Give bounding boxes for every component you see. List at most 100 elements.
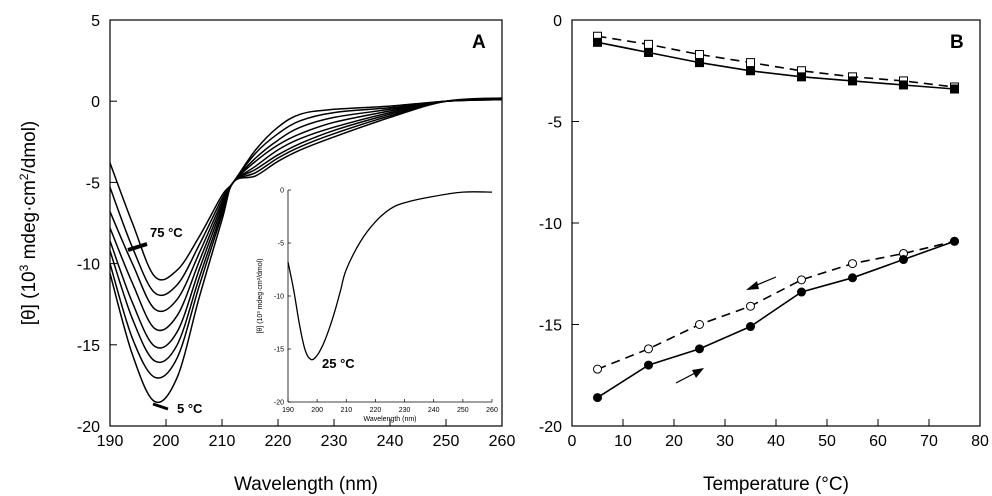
- x-tick-label: 200: [153, 433, 180, 450]
- marker-square-open: [746, 58, 755, 68]
- marker-circle-filled: [593, 393, 602, 403]
- panel-a-curves: [109, 97, 503, 404]
- y-tick-label: -20: [539, 419, 562, 436]
- y-tick-label: -10: [539, 216, 562, 233]
- x-tick-label: 210: [209, 433, 236, 450]
- panel-a-frame: [109, 19, 503, 427]
- x-tick-label: 240: [428, 407, 440, 414]
- cd-spectrum-line: [109, 98, 503, 332]
- ylabel-suffix: /dmol): [19, 121, 40, 174]
- y-tick-label: 0: [91, 94, 100, 111]
- inset-xlabel: Wavelength (nm): [363, 416, 416, 423]
- ylabel-prefix: [θ] (10: [19, 271, 40, 325]
- panel-a-letter: A: [472, 32, 486, 53]
- annotation-5c: 5 °C: [177, 401, 203, 416]
- y-tick-label: -10: [77, 257, 100, 274]
- cd-spectrum-line: [109, 98, 503, 313]
- y-tick-label: 0: [280, 188, 284, 195]
- panel-b-ticks: 0 10 20 30 40 50 60 70 80 -20 -15 -10 -5 0: [539, 13, 989, 450]
- inset-chart: 190 200 210 220 230 240 250 260 -20 -15 -10 -5 0 25 …: [257, 188, 498, 424]
- panel-b: 0 10 20 30 40 50 60 70 80 -20 -15 -10 -5 0 B Temperat…: [539, 13, 989, 495]
- cooling-arrow-head: [746, 281, 759, 290]
- cd-spectrum-line: [109, 98, 503, 349]
- cd-spectrum-line: [109, 98, 503, 297]
- marker-circle-filled: [644, 360, 653, 370]
- series-line-circle-open: [597, 240, 955, 370]
- panel-a-ticks: 190 200 210 220 230 240 250 260 -20 -15 -10 -5 0 5: [77, 13, 516, 450]
- series-line-circle-filled: [597, 240, 955, 399]
- panel-b-series: [593, 31, 959, 403]
- x-tick-label: 50: [818, 433, 836, 450]
- marker-circle-filled: [950, 236, 959, 246]
- y-tick-label: -5: [548, 115, 562, 132]
- x-tick-label: 210: [340, 407, 352, 414]
- y-tick-label: -15: [77, 338, 100, 355]
- heating-arrow-head: [692, 368, 704, 378]
- inset-curve: [287, 191, 493, 361]
- x-tick-label: 190: [282, 407, 294, 414]
- x-tick-label: 70: [920, 433, 938, 450]
- annotation-75c-pointer: [127, 242, 148, 252]
- marker-circle-open: [695, 320, 704, 329]
- marker-circle-filled: [746, 322, 755, 332]
- marker-square-filled: [695, 58, 704, 68]
- x-tick-label: 220: [370, 407, 382, 414]
- marker-square-open: [695, 50, 704, 60]
- annotation-5c-pointer: [152, 402, 169, 411]
- panel-a-xlabel: Wavelength (nm): [234, 474, 378, 495]
- marker-square-open: [644, 39, 653, 49]
- ylabel-sup-1: 3: [17, 264, 31, 271]
- x-tick-label: 30: [716, 433, 734, 450]
- panel-a-ylabel: [θ] (103 mdeg·cm2/dmol): [17, 121, 40, 326]
- x-tick-label: 250: [433, 433, 460, 450]
- inset-spectrum-line: [287, 191, 493, 361]
- x-tick-label: 10: [614, 433, 632, 450]
- panel-a: 190 200 210 220 230 240 250 260-20-15-10-505 A …: [17, 13, 515, 495]
- x-tick-label: 80: [971, 433, 989, 450]
- y-tick-label: -5: [278, 241, 284, 248]
- y-tick-label: -5: [86, 175, 100, 192]
- panel-b-letter: B: [950, 32, 964, 53]
- marker-square-filled: [746, 66, 755, 76]
- x-tick-label: 60: [869, 433, 887, 450]
- inset-ticks: 190 200 210 220 230 240 250 260 -20 -15 -10 -5 0: [274, 188, 498, 415]
- y-tick-label: -15: [274, 347, 284, 354]
- x-tick-label: 230: [399, 407, 411, 414]
- x-tick-label: 20: [665, 433, 683, 450]
- cd-spectrum-line: [109, 97, 503, 404]
- x-tick-label: 40: [767, 433, 785, 450]
- marker-circle-open: [644, 344, 653, 354]
- marker-square-filled: [593, 37, 602, 47]
- panel-b-frame: [571, 19, 981, 427]
- x-tick-label: 0: [568, 433, 577, 450]
- marker-circle-filled: [695, 344, 704, 354]
- inset-annotation-25c: 25 °C: [322, 356, 355, 371]
- marker-circle-open: [797, 275, 806, 285]
- y-tick-label: -20: [274, 400, 284, 407]
- y-tick-label: 5: [91, 13, 100, 30]
- heating-arrow-shaft: [675, 371, 698, 384]
- marker-circle-open: [593, 364, 602, 374]
- annotation-75c: 75 °C: [150, 225, 183, 240]
- x-tick-label: 200: [311, 407, 323, 414]
- cd-spectrum-line: [109, 98, 503, 281]
- x-tick-label: 260: [489, 433, 516, 450]
- marker-circle-filled: [797, 287, 806, 297]
- y-tick-label: -15: [539, 318, 562, 335]
- marker-circle-filled: [899, 255, 908, 265]
- marker-circle-filled: [848, 273, 857, 283]
- x-tick-label: 220: [265, 433, 292, 450]
- x-tick-label: 190: [97, 433, 124, 450]
- ylabel-sup-2: 2: [17, 173, 31, 180]
- marker-square-filled: [644, 47, 653, 57]
- x-tick-label: 240: [377, 433, 404, 450]
- marker-square-filled: [950, 84, 959, 94]
- series-line-square-open: [597, 35, 955, 88]
- x-tick-label: 230: [321, 433, 348, 450]
- x-tick-label: 250: [457, 407, 469, 414]
- marker-square-filled: [797, 72, 806, 82]
- y-tick-label: -10: [274, 294, 284, 301]
- inset-ylabel: [θ] (10³ mdeg·cm²/dmol): [257, 258, 264, 333]
- marker-square-filled: [899, 80, 908, 90]
